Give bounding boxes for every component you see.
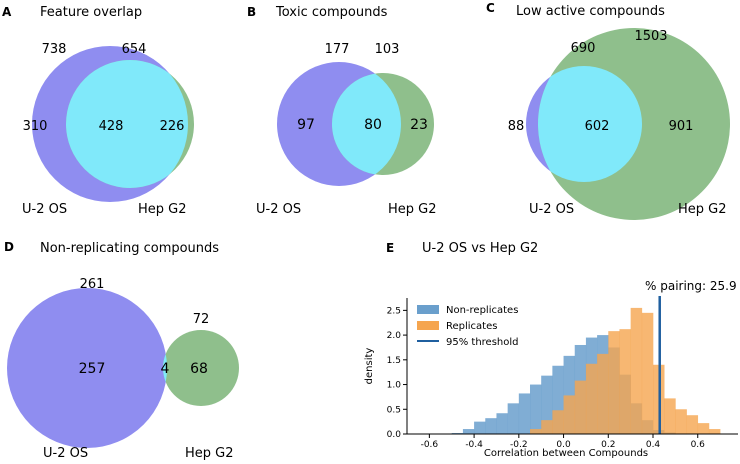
- venn-overlap-value: 80: [364, 117, 382, 133]
- venn-label-left: U-2 OS: [529, 202, 574, 217]
- venn-right-only: 23: [410, 117, 428, 133]
- venn-total-left: 261: [80, 277, 105, 292]
- y-tick-label: 1.5: [387, 356, 401, 366]
- venn-total-right: 103: [375, 42, 400, 57]
- venn-left-only: 88: [508, 119, 525, 134]
- panel-letter-e: E: [386, 241, 394, 255]
- venn-overlap: [538, 66, 642, 182]
- panel-letter-a: A: [2, 5, 12, 19]
- panel-title-d: Non-replicating compounds: [40, 241, 219, 256]
- venn-circle-hepg2: [163, 330, 239, 406]
- panel-title-b: Toxic compounds: [275, 5, 388, 20]
- x-tick-label: 0.6: [691, 440, 706, 450]
- x-tick-label: 0.4: [646, 440, 661, 450]
- replicates-bar: [675, 409, 687, 434]
- panel-b: B Toxic compounds 177 103 97 80 23 U-2 O…: [247, 5, 437, 217]
- venn-right-only: 226: [160, 119, 185, 134]
- venn-left-only: 310: [23, 119, 48, 134]
- legend-label-non-replicates: Non-replicates: [446, 305, 518, 316]
- y-axis-label: density: [364, 348, 375, 385]
- panel-title-a: Feature overlap: [40, 5, 142, 20]
- non-replicates-bar: [462, 429, 475, 434]
- replicates-bar: [630, 307, 643, 434]
- venn-total-left: 738: [42, 42, 67, 57]
- venn-overlap: [66, 60, 188, 188]
- replicates-bar: [585, 363, 598, 434]
- y-tick-label: 2.0: [387, 331, 402, 341]
- panel-letter-d: D: [4, 240, 14, 254]
- replicates-bar: [552, 410, 564, 434]
- non-replicates-bar: [507, 403, 520, 434]
- pairing-annotation: % pairing: 25.9: [645, 279, 737, 293]
- legend-swatch-replicates: [417, 321, 439, 330]
- x-tick-label: -0.6: [421, 440, 439, 450]
- replicates-bar: [686, 415, 699, 434]
- y-tick-label: 2.5: [387, 306, 401, 316]
- venn-left-only: 257: [79, 361, 106, 377]
- venn-label-right: Hep G2: [678, 202, 727, 217]
- replicates-bar: [541, 420, 553, 434]
- y-tick-label: 0.5: [387, 405, 401, 415]
- panel-d: D Non-replicating compounds 261 72 257 4…: [4, 240, 239, 461]
- venn-overlap-value: 602: [585, 119, 610, 134]
- replicates-bar: [619, 329, 631, 434]
- legend: Non-replicates Replicates 95% threshold: [417, 305, 519, 348]
- panel-e: E U-2 OS vs Hep G2 % pairing: 25.9 -0.6-…: [364, 241, 738, 459]
- panel-letter-b: B: [247, 5, 256, 19]
- replicates-bar: [697, 423, 710, 434]
- venn-label-right: Hep G2: [388, 202, 437, 217]
- y-ticks: 0.0 0.5 1.0 1.5 2.0 2.5: [387, 306, 407, 440]
- venn-overlap-value: 4: [161, 361, 170, 377]
- legend-label-threshold: 95% threshold: [446, 337, 519, 348]
- non-replicates-bar: [563, 355, 576, 434]
- non-replicates-bar: [541, 375, 553, 434]
- replicates-bar: [641, 312, 654, 434]
- y-tick-label: 1.0: [387, 381, 402, 391]
- panel-title-c: Low active compounds: [516, 4, 665, 19]
- venn-label-left: U-2 OS: [256, 202, 301, 217]
- venn-total-right: 654: [122, 42, 147, 57]
- venn-circle-u2os: [7, 288, 167, 448]
- non-replicates-bar: [518, 393, 531, 434]
- venn-right-only: 901: [669, 119, 694, 134]
- replicates-bar: [664, 398, 676, 434]
- venn-label-right: Hep G2: [138, 202, 187, 217]
- non-replicates-bar: [485, 418, 497, 434]
- legend-label-replicates: Replicates: [446, 321, 497, 332]
- venn-label-left: U-2 OS: [22, 202, 67, 217]
- venn-total-left: 177: [325, 42, 350, 57]
- x-tick-label: 0.2: [601, 440, 615, 450]
- venn-total-right: 72: [193, 312, 210, 327]
- non-replicates-bar: [474, 421, 486, 434]
- legend-swatch-non-replicates: [417, 305, 439, 314]
- venn-label-right: Hep G2: [185, 446, 234, 461]
- x-ticks: -0.6 -0.4 -0.2 0.0 0.2 0.4 0.6: [421, 434, 706, 450]
- x-tick-label: -0.2: [510, 440, 528, 450]
- venn-overlap: [332, 73, 401, 175]
- venn-right-only: 68: [190, 361, 208, 377]
- panel-letter-c: C: [486, 1, 495, 15]
- x-tick-label: 0.0: [556, 440, 571, 450]
- replicates-bar: [608, 331, 620, 434]
- y-tick-label: 0.0: [387, 430, 402, 440]
- venn-total-left: 690: [571, 41, 596, 56]
- panel-c: C Low active compounds 690 1503 88 602 9…: [486, 1, 730, 220]
- non-replicates-bar: [496, 413, 508, 434]
- replicates-bar: [597, 353, 609, 434]
- non-replicates-bar: [530, 384, 542, 434]
- non-replicates-bar: [552, 365, 564, 434]
- x-axis-label: Correlation between Compounds: [484, 448, 648, 459]
- replicates-bar: [574, 380, 587, 434]
- replicates-bar: [530, 429, 542, 434]
- replicates-bar: [563, 395, 576, 434]
- replicates-bar: [708, 429, 721, 434]
- panel-title-e: U-2 OS vs Hep G2: [422, 241, 538, 256]
- venn-label-left: U-2 OS: [43, 446, 88, 461]
- venn-overlap-value: 428: [99, 119, 124, 134]
- venn-total-right: 1503: [634, 29, 667, 44]
- x-tick-label: -0.4: [465, 440, 483, 450]
- venn-left-only: 97: [297, 117, 315, 133]
- panel-a: A Feature overlap 738 654 310 428 226 U-…: [2, 5, 194, 217]
